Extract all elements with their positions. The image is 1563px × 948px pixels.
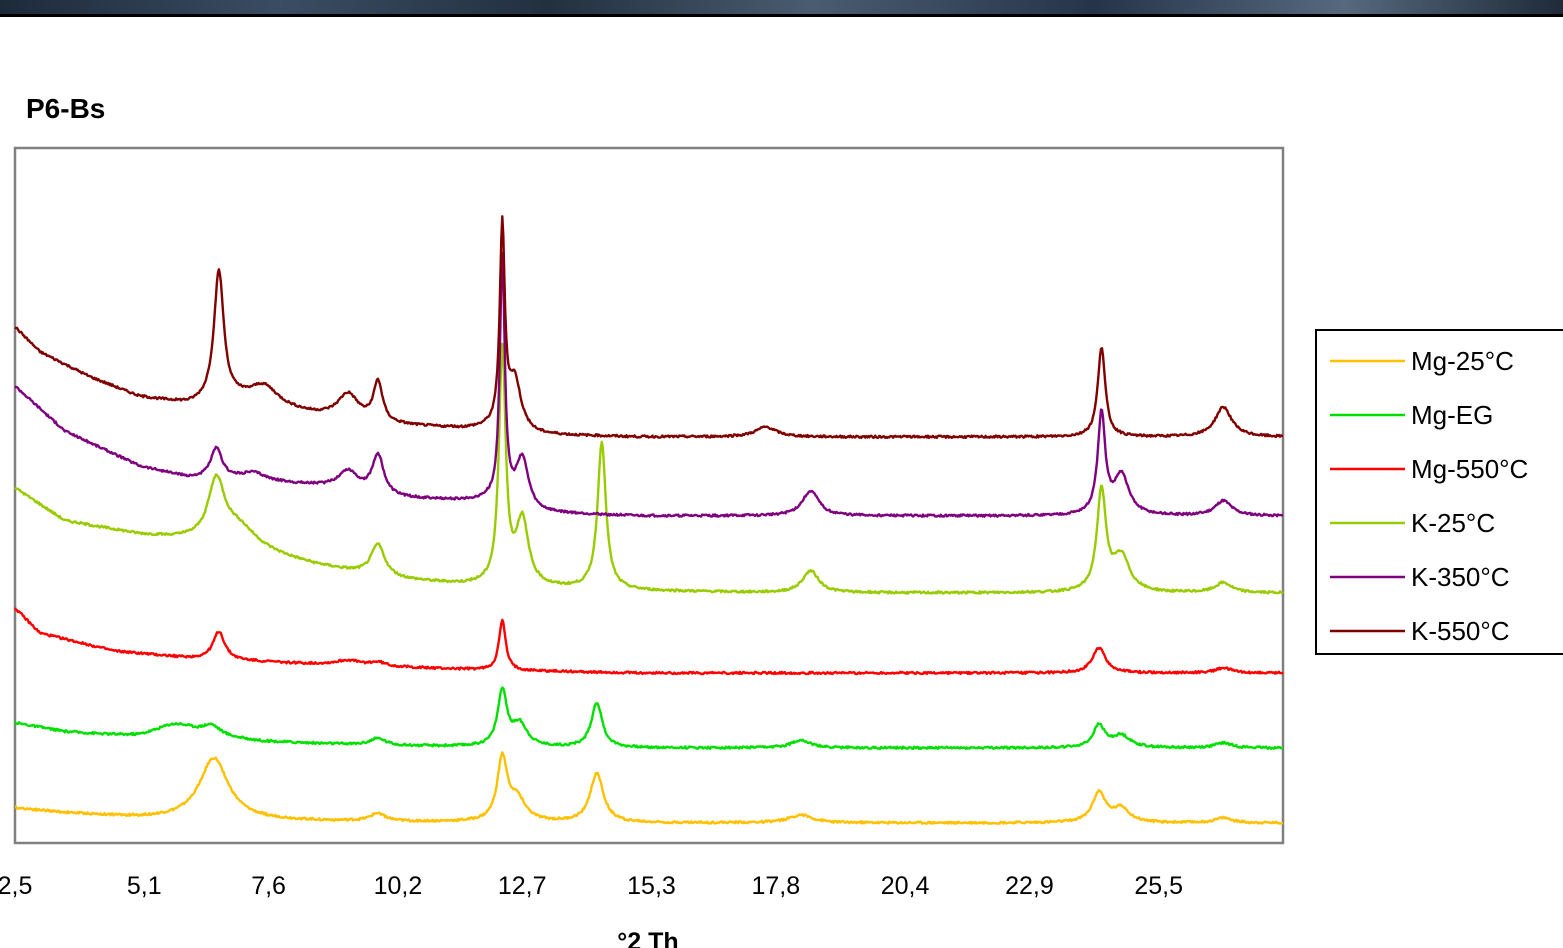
x-tick-label: 22,9 [1005,872,1054,900]
series-line-Mg-25°C [14,751,1284,825]
legend-label: Mg-EG [1411,400,1493,430]
series-line-K-550°C [14,215,1284,439]
series-line-Mg-EG [14,686,1284,751]
x-tick-label: 15,3 [627,872,676,900]
legend-label: K-350°C [1411,562,1510,592]
x-axis-label: °2 Th [617,928,678,948]
chart-title: P6-Bs [26,93,105,124]
x-tick-label: 20,4 [881,872,930,900]
legend-items: Mg-25°C Mg-EG Mg-550°C K-25°C K-350°C K-550°C [1330,346,1528,646]
x-tick-label: 10,2 [374,872,423,900]
legend-box [1315,329,1563,655]
legend-item: Mg-550°C [1330,454,1528,484]
legend-item: Mg-25°C [1330,346,1514,376]
legend-item: K-350°C [1330,562,1510,592]
series-line-K-350°C [14,251,1284,518]
legend-item: K-25°C [1330,508,1495,538]
legend-label: Mg-25°C [1411,346,1514,376]
x-tick-label: 12,7 [498,872,547,900]
legend-label: K-25°C [1411,508,1495,538]
series-layer [13,215,1284,825]
legend-item: K-550°C [1330,616,1510,646]
x-tick-labels: 2,5 5,1 7,6 10,2 12,7 15,3 17,8 20,4 22,9 25,5 [0,872,1183,900]
legend-label: K-550°C [1411,616,1510,646]
x-tick-label: 25,5 [1134,872,1183,900]
plot-area [13,146,1285,845]
series-line-Mg-550°C [13,607,1284,676]
legend-label: Mg-550°C [1411,454,1528,484]
x-tick-label: 7,6 [251,872,286,900]
legend: Mg-25°C Mg-EG Mg-550°C K-25°C K-350°C K-550°C [1315,329,1563,655]
x-tick-label: 17,8 [751,872,800,900]
legend-item: Mg-EG [1330,400,1493,430]
x-tick-label: 5,1 [127,872,162,900]
x-tick-label: 2,5 [0,872,32,900]
top-image-strip [0,0,1563,17]
series-line-K-25°C [14,342,1284,595]
